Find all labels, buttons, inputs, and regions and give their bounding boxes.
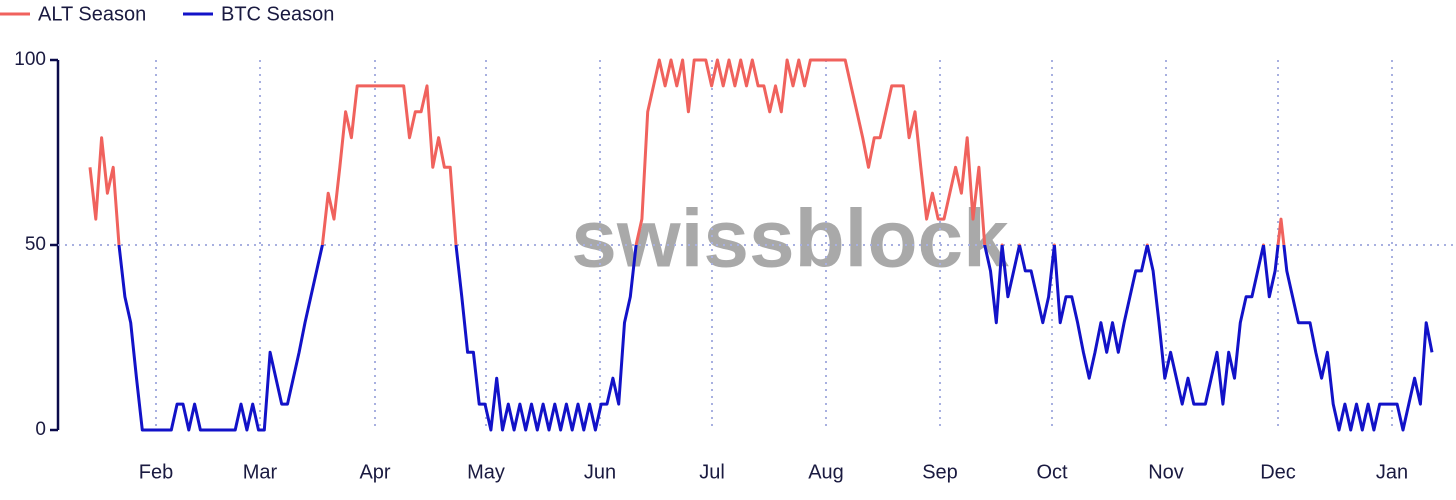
- x-tick-label: Aug: [808, 461, 844, 483]
- legend-label: BTC Season: [221, 3, 334, 25]
- x-tick-label: Jul: [699, 461, 725, 483]
- x-tick-label: Jun: [584, 461, 616, 483]
- legend-label: ALT Season: [38, 3, 146, 25]
- y-tick-label: 100: [14, 49, 46, 70]
- btc-line: [117, 245, 1434, 432]
- x-tick-label: Apr: [359, 461, 390, 483]
- y-tick-label: 0: [35, 419, 46, 440]
- x-tick-label: Feb: [139, 461, 173, 483]
- x-tick-label: Sep: [922, 461, 958, 483]
- alt-line: [88, 58, 1286, 245]
- x-tick-label: Oct: [1036, 461, 1068, 483]
- x-tick-label: Dec: [1260, 461, 1296, 483]
- x-tick-label: May: [467, 461, 505, 483]
- y-tick-label: 50: [25, 234, 46, 255]
- legend: ALT Season BTC Season: [0, 3, 334, 25]
- x-tick-label: Mar: [243, 461, 278, 483]
- x-tick-label: Jan: [1376, 461, 1408, 483]
- x-tick-label: Nov: [1148, 461, 1184, 483]
